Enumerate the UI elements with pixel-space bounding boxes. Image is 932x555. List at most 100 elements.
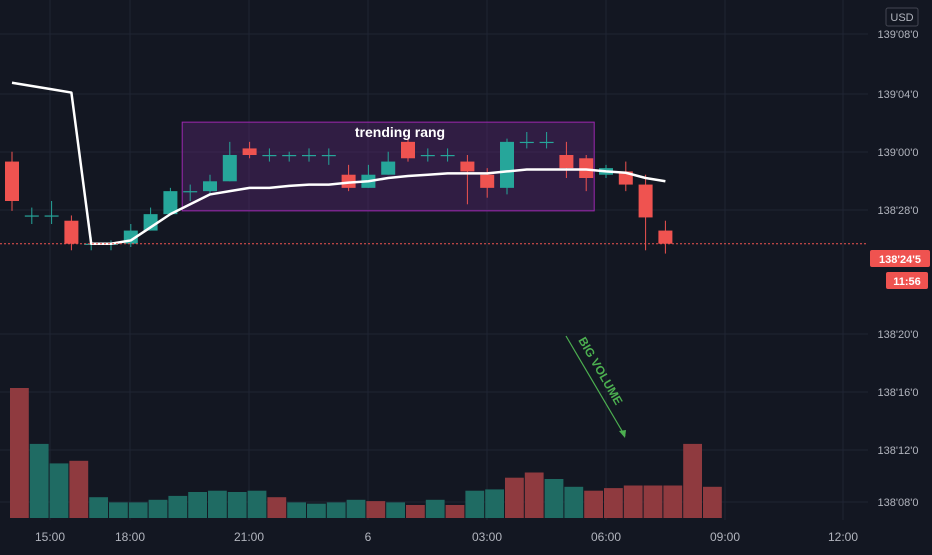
- volume-bar: [69, 460, 89, 518]
- candle-body: [480, 174, 495, 188]
- candle-body: [420, 155, 435, 157]
- volume-bar: [623, 485, 643, 518]
- candle-body: [64, 220, 79, 244]
- volume-bar: [10, 388, 29, 518]
- candle-body: [519, 141, 534, 144]
- annotation-trending-range: trending rang: [355, 124, 445, 140]
- volume-layer: [10, 388, 722, 518]
- currency-button[interactable]: [885, 7, 919, 27]
- candle: [420, 148, 435, 162]
- candle: [262, 148, 277, 162]
- candle-body: [262, 155, 277, 157]
- candle: [401, 138, 415, 162]
- candle: [519, 132, 534, 149]
- y-tick-label: 139'04'0: [878, 89, 919, 101]
- volume-bar: [485, 489, 504, 518]
- candle-body: [242, 148, 257, 155]
- volume-bar: [287, 502, 306, 518]
- candle-body: [24, 215, 39, 217]
- candle: [183, 184, 198, 201]
- y-tick-label: 138'12'0: [878, 445, 919, 457]
- grid: [0, 0, 868, 520]
- x-tick-label: 6: [365, 530, 372, 544]
- y-axis[interactable]: 139'08'0 139'04'0 139'00'0 138'28'0 138'20'0…: [878, 29, 919, 509]
- volume-bar: [425, 499, 445, 518]
- y-tick-label: 138'20'0: [878, 329, 919, 341]
- y-tick-label: 139'08'0: [878, 29, 919, 41]
- volume-bar: [524, 472, 544, 518]
- candle: [539, 132, 554, 149]
- ma-layer: [11, 81, 666, 245]
- candle: [242, 141, 257, 159]
- candle-body: [143, 214, 158, 231]
- volume-bar: [544, 479, 564, 518]
- y-tick-label: 138'28'0: [878, 205, 919, 217]
- candle: [282, 151, 297, 162]
- volume-bar: [168, 495, 188, 518]
- volume-bar: [227, 492, 247, 518]
- y-tick-label: 139'00'0: [878, 147, 919, 159]
- candle: [163, 187, 178, 215]
- current-price-badge: [870, 250, 930, 267]
- candle-body: [44, 215, 59, 217]
- volume-bar: [584, 490, 603, 518]
- candle: [302, 148, 316, 162]
- candle: [222, 141, 237, 182]
- candle-body: [440, 155, 455, 157]
- candle: [203, 174, 217, 195]
- x-tick-label: 15:00: [35, 530, 65, 544]
- volume-arrow-line: [565, 335, 626, 437]
- candle-body: [500, 141, 514, 188]
- candle-body: [5, 161, 19, 201]
- countdown-badge: [886, 272, 928, 289]
- volume-bar: [366, 501, 386, 518]
- moving-average-line: [11, 81, 666, 245]
- volume-bar: [465, 490, 485, 518]
- volume-bar: [505, 477, 524, 518]
- candle-body: [282, 155, 297, 157]
- candle-body: [183, 191, 198, 193]
- candle-body: [341, 174, 356, 188]
- candle: [658, 220, 673, 254]
- volume-bar: [109, 502, 128, 518]
- x-tick-label: 09:00: [710, 530, 740, 544]
- candle: [341, 164, 356, 192]
- candle: [5, 151, 19, 211]
- x-tick-label: 12:00: [828, 530, 858, 544]
- candle-body: [302, 155, 316, 157]
- volume-bar: [406, 505, 425, 518]
- currency-label: USD: [890, 12, 913, 24]
- volume-bar: [326, 502, 346, 518]
- x-tick-label: 21:00: [234, 530, 264, 544]
- volume-bar: [148, 499, 168, 518]
- candle: [64, 215, 79, 251]
- candle: [381, 151, 396, 175]
- volume-bar: [29, 443, 49, 518]
- x-axis[interactable]: 15:00 18:00 21:00 6 03:00 06:00 09:00 12:00: [35, 530, 858, 544]
- volume-bar: [89, 497, 108, 518]
- volume-bar: [703, 486, 722, 518]
- volume-bar: [604, 488, 623, 518]
- candle: [321, 148, 336, 165]
- x-tick-label: 18:00: [115, 530, 145, 544]
- candle-body: [638, 184, 653, 218]
- candle-body: [381, 161, 396, 175]
- candle-body: [658, 230, 673, 244]
- volume-bar: [663, 485, 683, 518]
- y-tick-label: 138'08'0: [878, 497, 919, 509]
- candle-body: [163, 191, 178, 215]
- volume-bar: [188, 492, 207, 518]
- candle-body: [222, 155, 237, 182]
- volume-bar: [49, 463, 69, 518]
- volume-bar: [386, 502, 405, 518]
- volume-bar: [564, 486, 584, 518]
- candle-body: [460, 161, 475, 172]
- y-tick-label: 138'16'0: [878, 387, 919, 399]
- x-tick-label: 06:00: [591, 530, 621, 544]
- volume-bar: [683, 443, 702, 518]
- candle: [24, 207, 39, 224]
- candle-body: [321, 155, 336, 157]
- candle: [44, 201, 59, 224]
